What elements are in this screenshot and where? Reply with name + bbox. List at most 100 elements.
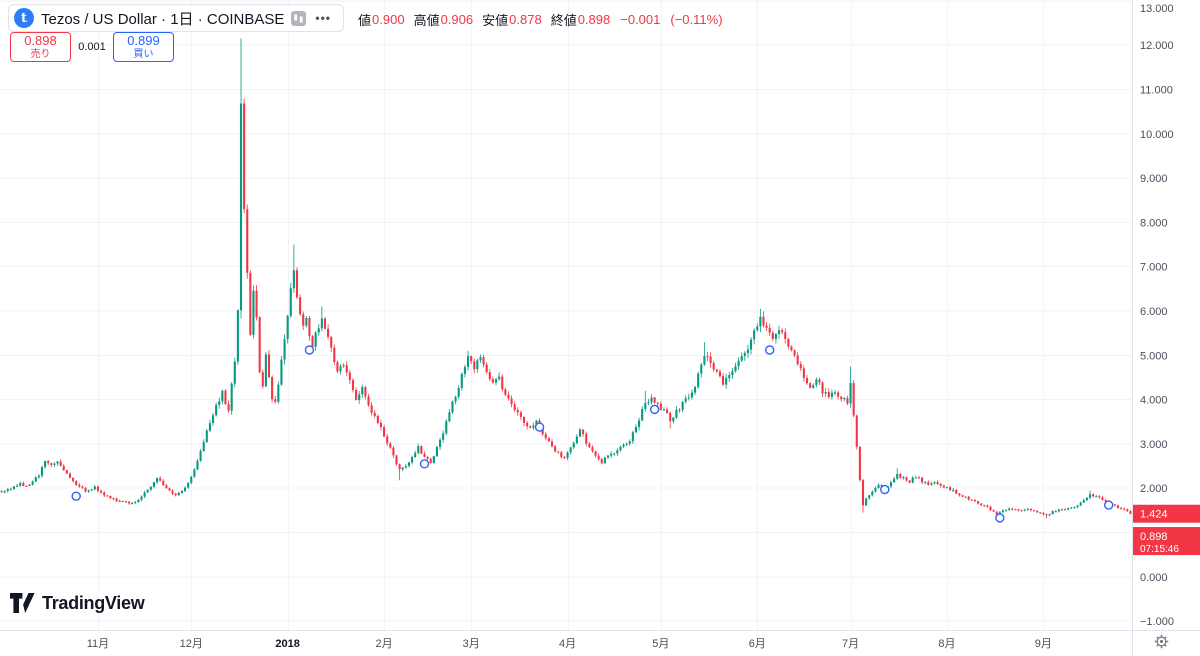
price-tick-label: 6.000: [1140, 306, 1168, 318]
candle: [62, 465, 65, 471]
candle: [202, 442, 205, 452]
candle: [87, 490, 90, 492]
candle: [877, 484, 880, 488]
candle: [575, 436, 578, 444]
event-marker-circle: [880, 484, 890, 495]
candle: [992, 510, 995, 512]
candle: [1017, 509, 1020, 511]
candle: [199, 451, 202, 461]
candle: [183, 487, 187, 492]
candle: [662, 409, 666, 411]
candle: [731, 371, 734, 376]
candle: [865, 498, 868, 506]
sell-label: 売り: [30, 48, 51, 60]
candle: [227, 404, 230, 411]
candlestick-series[interactable]: [0, 38, 1132, 520]
candle: [411, 457, 414, 463]
candle: [233, 361, 236, 384]
price-tick-label: 7.000: [1140, 262, 1168, 274]
candle: [152, 482, 155, 487]
candle: [1023, 509, 1026, 511]
candle: [1060, 509, 1064, 511]
price-tick-label: 12.000: [1140, 40, 1174, 52]
candle: [96, 486, 100, 491]
event-marker-circle: [995, 513, 1005, 523]
event-markers[interactable]: [71, 345, 1114, 523]
candle: [700, 364, 703, 374]
candle: [264, 354, 267, 387]
candle: [961, 495, 964, 497]
candle: [1120, 507, 1123, 509]
time-axis[interactable]: 11月 12月 2018 2月 3月 4月 5月 6月 7月 8月 9月: [87, 638, 1052, 650]
symbol-title[interactable]: Tezos / US Dollar · 1日 · COINBASE: [41, 10, 285, 28]
candle: [81, 486, 84, 488]
legend-more-button[interactable]: •••: [315, 11, 332, 25]
candle: [809, 383, 812, 388]
candle: [72, 477, 75, 482]
sell-button[interactable]: 0.898 売り: [10, 32, 71, 62]
candle: [666, 409, 669, 413]
candle: [721, 376, 725, 385]
candle: [249, 272, 252, 335]
candle: [843, 398, 846, 400]
candle: [771, 332, 774, 339]
candle: [709, 356, 712, 364]
candle: [106, 495, 109, 497]
buy-button[interactable]: 0.899 買い: [113, 32, 174, 62]
candle: [3, 490, 6, 493]
candle: [351, 380, 355, 390]
candle: [1070, 507, 1073, 509]
candle: [989, 506, 992, 511]
candle: [899, 474, 902, 478]
candle: [355, 389, 358, 401]
candle: [833, 392, 837, 394]
candle: [650, 397, 653, 403]
candle: [560, 452, 563, 458]
candle: [37, 475, 40, 478]
time-tick-label: 3月: [463, 638, 480, 650]
candle: [25, 485, 28, 487]
candle: [790, 346, 793, 351]
time-tick-label: 12月: [180, 638, 203, 650]
candle: [893, 478, 896, 483]
candle: [215, 404, 218, 416]
candle: [414, 452, 417, 458]
candle: [529, 426, 532, 428]
symbol-legend[interactable]: t Tezos / US Dollar · 1日 · COINBASE •••: [8, 4, 345, 32]
candle: [1032, 510, 1036, 512]
time-tick-label: 5月: [652, 638, 669, 650]
candle: [1026, 508, 1029, 510]
price-tick-label: −1.000: [1140, 616, 1174, 628]
candle: [155, 478, 159, 483]
candle: [712, 363, 715, 370]
candle: [286, 315, 289, 340]
candle: [687, 397, 690, 399]
candle: [277, 384, 280, 402]
svg-text:07:15:46: 07:15:46: [1140, 544, 1179, 555]
candle: [827, 391, 830, 397]
candle: [634, 427, 638, 433]
tradingview-logo[interactable]: TradingView: [10, 592, 145, 614]
candle: [1014, 509, 1017, 511]
candle: [457, 387, 460, 397]
candle: [373, 412, 376, 416]
time-settings-gear-icon[interactable]: [1154, 634, 1169, 649]
candle: [482, 357, 485, 365]
candle: [889, 482, 893, 487]
candle: [330, 336, 333, 348]
candle: [423, 453, 426, 457]
candle: [830, 392, 833, 397]
candle: [491, 379, 494, 383]
candle: [466, 356, 470, 367]
chart-style-icon[interactable]: [291, 10, 307, 26]
candle: [871, 491, 874, 496]
candle: [1064, 509, 1067, 511]
candle: [463, 366, 466, 374]
candle: [917, 477, 921, 479]
time-tick-label: 2018: [275, 638, 299, 650]
change-percent: (−0.11%): [670, 12, 723, 27]
candle: [952, 489, 955, 491]
candle: [656, 402, 659, 404]
